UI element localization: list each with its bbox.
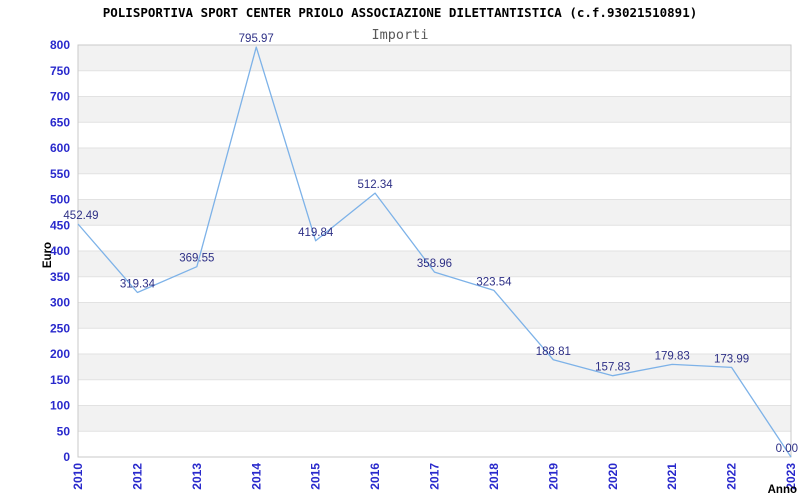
- grid-band: [78, 96, 791, 123]
- chart-title: POLISPORTIVA SPORT CENTER PRIOLO ASSOCIA…: [103, 5, 698, 20]
- data-point-label: 452.49: [63, 210, 98, 222]
- x-tick-label: 2018: [487, 463, 501, 490]
- data-point-label: 157.83: [595, 362, 630, 374]
- y-tick-label: 300: [50, 296, 70, 310]
- x-tick-label: 2021: [665, 463, 679, 490]
- data-point-label: 188.81: [536, 346, 571, 358]
- y-tick-label: 650: [50, 115, 70, 129]
- x-tick-label: 2019: [546, 463, 560, 490]
- plot-border: [77, 44, 792, 458]
- grid-band: [78, 302, 791, 329]
- x-tick-label: 2015: [309, 463, 323, 490]
- y-tick-label: 600: [50, 141, 70, 155]
- grid-band: [78, 199, 791, 226]
- y-tick-label: 800: [50, 38, 70, 52]
- data-line: [77, 46, 792, 458]
- y-tick-label: 100: [50, 399, 70, 413]
- y-tick-label: 750: [50, 64, 70, 78]
- chart-subtitle: Importi: [372, 27, 429, 43]
- y-tick-label: 150: [50, 373, 70, 387]
- grid-band: [78, 354, 791, 380]
- x-axis-title: Anno: [768, 484, 797, 496]
- data-point-label: 173.99: [714, 353, 749, 365]
- y-tick-label: 500: [50, 193, 70, 207]
- data-point-label: 319.34: [120, 279, 156, 291]
- grid-band: [78, 148, 791, 174]
- y-tick-label: 250: [50, 321, 70, 335]
- data-point-label: 179.83: [655, 350, 690, 362]
- y-tick-label: 550: [50, 167, 70, 181]
- y-tick-label: 700: [50, 90, 70, 104]
- y-axis-title: Euro: [42, 242, 54, 268]
- x-tick-label: 2010: [71, 463, 85, 490]
- y-tick-label: 0: [63, 450, 70, 464]
- y-tick-label: 400: [50, 244, 70, 258]
- y-tick-label: 50: [57, 424, 71, 438]
- y-tick-label: 450: [50, 218, 70, 232]
- data-point-label: 795.97: [239, 33, 274, 45]
- x-tick-label: 2020: [606, 463, 620, 490]
- data-point-label: 358.96: [417, 258, 452, 270]
- x-tick-label: 2012: [130, 463, 144, 490]
- x-tick-label: 2014: [249, 463, 263, 490]
- x-tick-label: 2023: [784, 463, 798, 490]
- x-tick-label: 2017: [428, 463, 442, 490]
- x-tick-label: 2013: [190, 463, 204, 490]
- data-point-label: 0.00: [776, 443, 798, 455]
- x-tick-label: 2022: [725, 463, 739, 490]
- grid-band: [78, 45, 791, 71]
- data-point-label: 419.84: [298, 227, 334, 239]
- grid-band: [78, 405, 791, 432]
- data-point-label: 323.54: [476, 276, 512, 288]
- y-tick-label: 350: [50, 270, 70, 284]
- data-point-label: 512.34: [357, 179, 393, 191]
- plot-area: 0 50 100 150 200 250 300 350 400 450 500 550 600 650 7…: [50, 33, 798, 490]
- y-tick-label: 200: [50, 347, 70, 361]
- x-tick-label: 2016: [368, 463, 382, 490]
- data-point-label: 369.55: [179, 253, 214, 265]
